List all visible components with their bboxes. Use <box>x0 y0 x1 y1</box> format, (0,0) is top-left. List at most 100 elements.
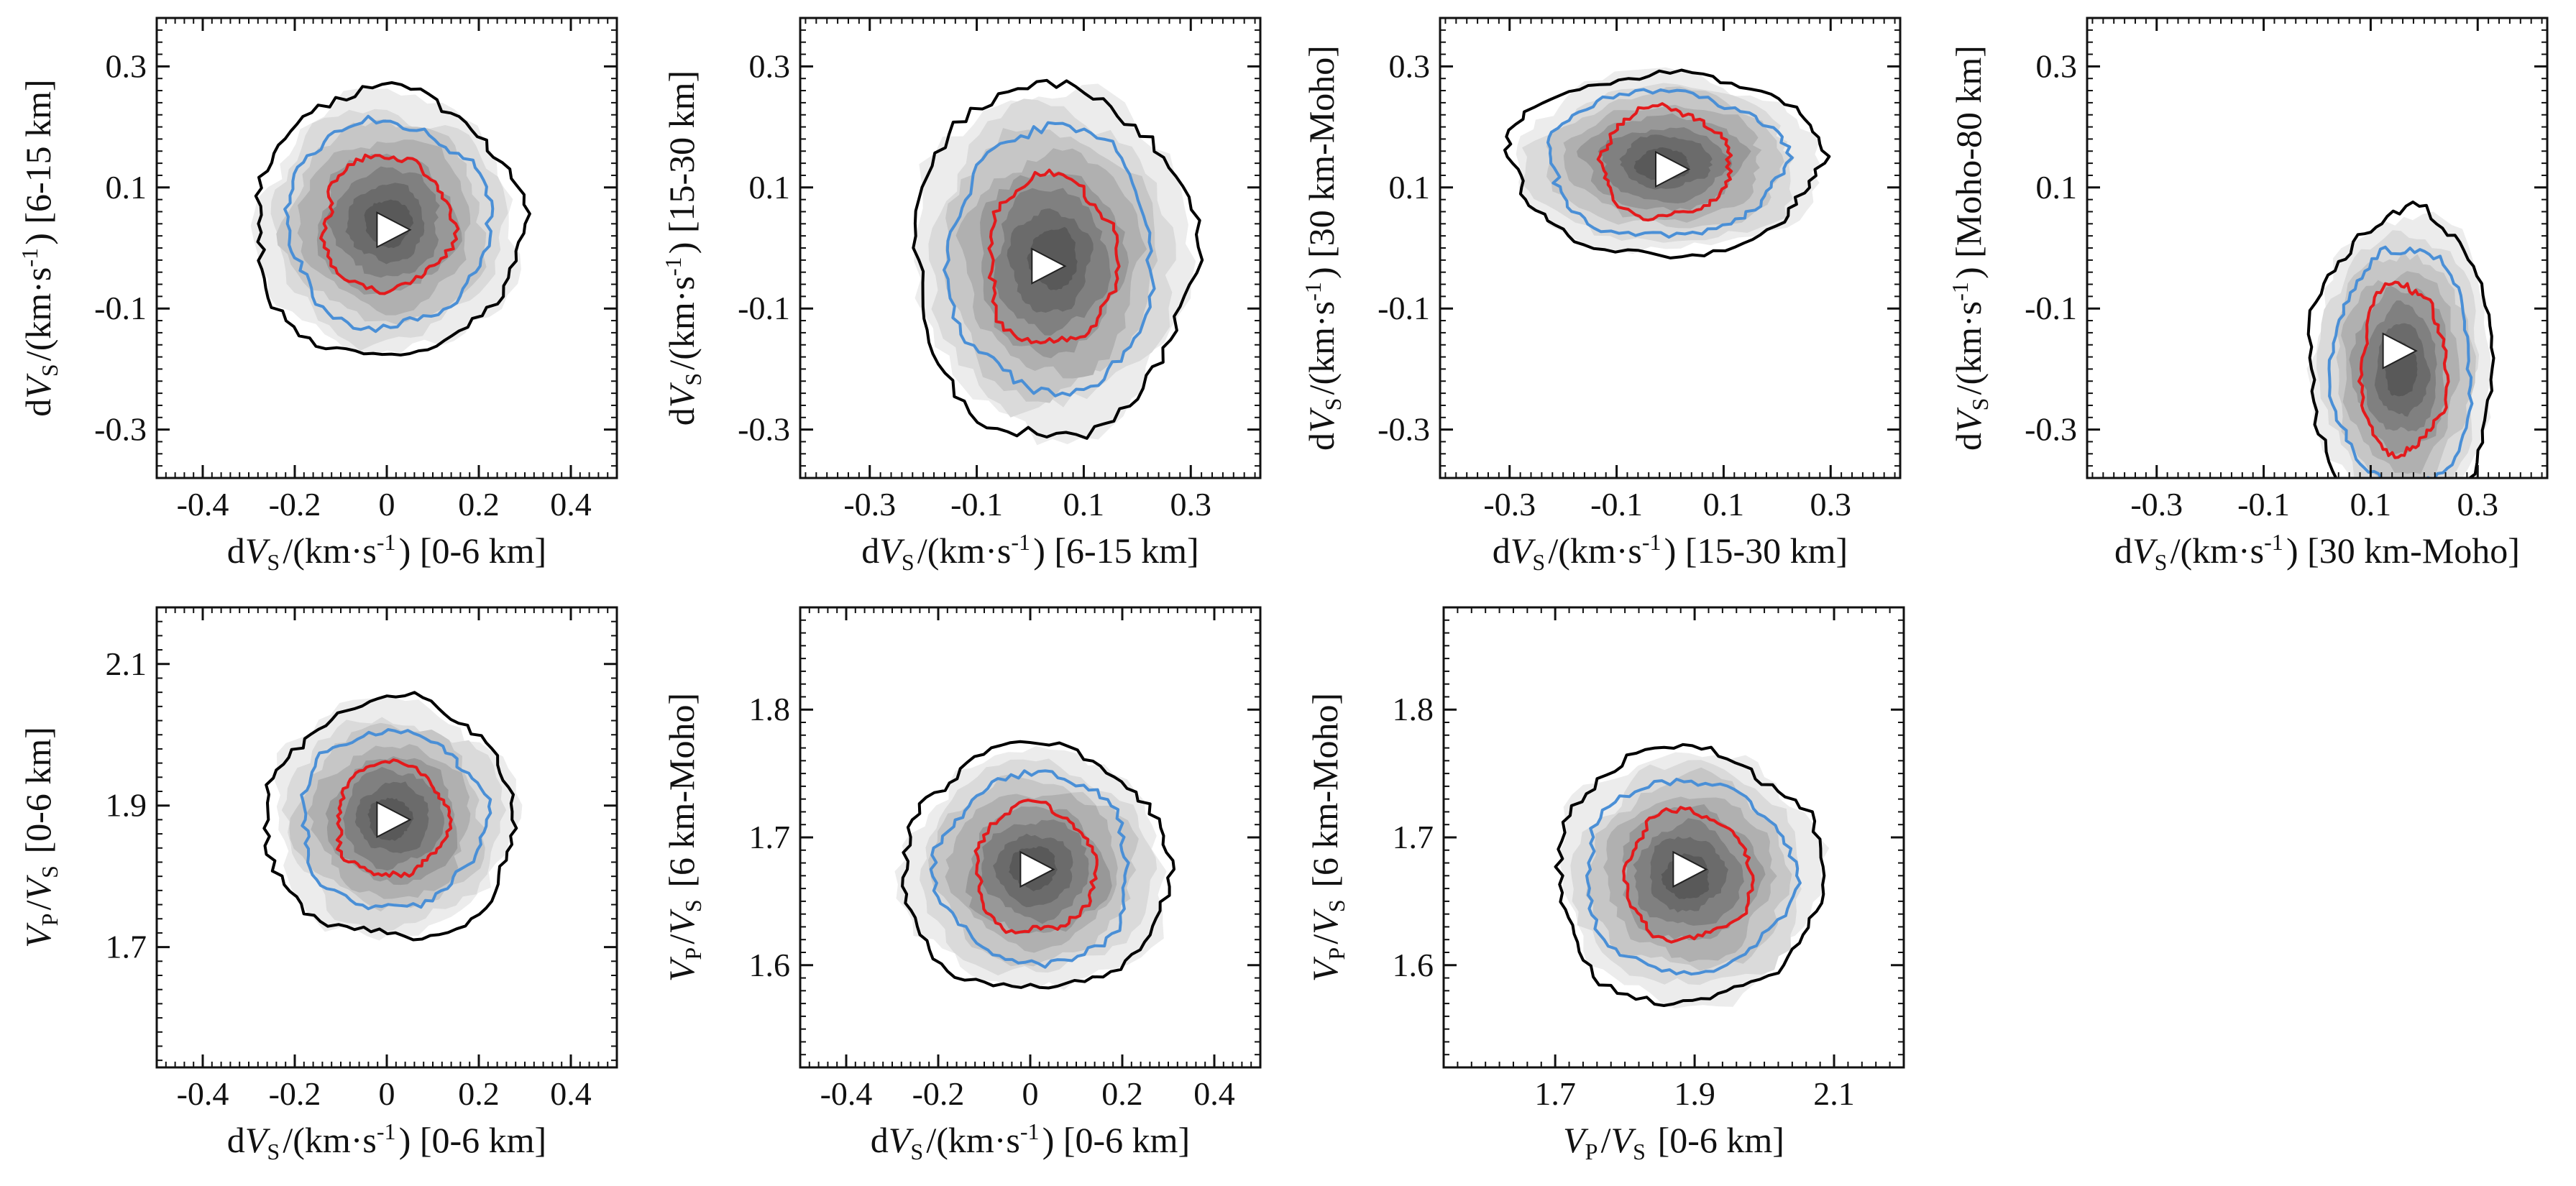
reference-marker <box>2382 332 2418 369</box>
x-tick-label: -0.3 <box>843 486 896 523</box>
y-tick-label: 1.7 <box>106 929 147 965</box>
x-tick-label: -0.4 <box>177 486 229 523</box>
x-tick-label: 0.1 <box>2350 486 2392 523</box>
y-tick-label: 2.1 <box>106 645 147 682</box>
y-tick-label: 0.1 <box>2036 169 2078 206</box>
y-tick-label: 0.1 <box>1389 169 1431 206</box>
middle-contour <box>943 121 1156 397</box>
x-tick-label: 0.3 <box>2457 486 2499 523</box>
reference-marker <box>1031 247 1067 285</box>
y-tick-label: -0.3 <box>94 411 147 448</box>
panel-d: -0.3 -0.1 0.1 0.3 0.3 0.1 -0.1 -0.3 dVS /(km·s-1… <box>1947 17 2549 575</box>
reference-marker <box>376 211 412 249</box>
y-tick-label: 1.7 <box>1393 819 1434 855</box>
y-axis-label: VP /VS [6 km-Moho] <box>661 693 706 982</box>
x-tick-label: 0 <box>379 1075 395 1112</box>
x-axis-label: VP /VS [0-6 km] <box>1563 1120 1784 1164</box>
y-tick-label: 0.3 <box>2036 47 2078 84</box>
outer-contour <box>2306 201 2495 478</box>
y-tick-label: 1.9 <box>106 787 147 824</box>
y-tick-label: -0.1 <box>2025 290 2077 326</box>
y-axis-label: dVS /(km·s-1 ) [6-15 km] <box>17 79 63 416</box>
y-tick-label: 1.6 <box>1393 947 1434 983</box>
x-axis-label: dVS /(km·s-1 ) [0-6 km] <box>227 1118 546 1164</box>
y-axis-label: VP /VS [0-6 km] <box>18 727 63 948</box>
x-tick-label: -0.1 <box>1590 486 1643 523</box>
x-axis-label: dVS /(km·s-1 ) [15-30 km] <box>1493 529 1848 575</box>
x-tick-label: 0.1 <box>1703 486 1745 523</box>
y-tick-label: -0.3 <box>738 411 790 448</box>
y-tick-label: 0.3 <box>1389 47 1431 84</box>
y-tick-label: -0.3 <box>2025 411 2077 448</box>
x-tick-label: 0.2 <box>458 486 500 523</box>
x-tick-label: 1.7 <box>1534 1075 1576 1112</box>
y-tick-label: -0.1 <box>94 290 147 326</box>
plot-area <box>1554 743 1830 1009</box>
middle-contour <box>1546 88 1794 239</box>
reference-marker <box>1655 150 1691 188</box>
x-tick-label: -0.1 <box>2237 486 2290 523</box>
x-tick-label: 0.4 <box>1193 1075 1235 1112</box>
outer-contour <box>262 691 518 942</box>
panel-g: 1.7 1.9 2.1 1.8 1.7 1.6 VP /VS [0-6 km] VP /VS … <box>1305 606 1905 1164</box>
inner-contour <box>987 168 1121 345</box>
middle-contour <box>2327 245 2474 478</box>
plot-area <box>2306 201 2495 478</box>
y-axis-label: VP /VS [6 km-Moho] <box>1305 693 1349 982</box>
panel-b: -0.3 -0.1 0.1 0.3 0.3 0.1 -0.1 -0.3 dVS /(km·s-1… <box>660 17 1262 575</box>
x-tick-label: 0 <box>1022 1075 1039 1112</box>
x-axis-label: dVS /(km·s-1 ) [6-15 km] <box>861 529 1198 575</box>
outer-contour <box>912 78 1204 440</box>
x-tick-label: 0 <box>379 486 395 523</box>
x-tick-label: -0.4 <box>177 1075 229 1112</box>
x-tick-label: 0.2 <box>1101 1075 1143 1112</box>
x-tick-label: 0.3 <box>1810 486 1852 523</box>
y-axis-label: dVS /(km·s-1 ) [30 km-Moho] <box>1300 45 1346 451</box>
x-tick-label: -0.2 <box>269 486 321 523</box>
y-tick-label: 1.7 <box>749 819 791 855</box>
x-tick-label: 0.1 <box>1063 486 1105 523</box>
x-tick-label: -0.1 <box>950 486 1003 523</box>
outer-contour <box>1503 68 1831 259</box>
x-axis-label: dVS /(km·s-1 ) [0-6 km] <box>871 1118 1190 1164</box>
y-tick-label: 0.3 <box>106 47 147 84</box>
reference-marker <box>1019 850 1055 888</box>
middle-contour <box>300 728 492 911</box>
panel-e: -0.4 -0.2 0 0.2 0.4 2.1 1.9 1.7 dVS /(km·s-1 ) [… <box>18 606 618 1164</box>
panel-f: -0.4 -0.2 0 0.2 0.4 1.8 1.7 1.6 dVS /(km·s-1 ) [… <box>661 606 1262 1164</box>
y-tick-label: -0.1 <box>1378 290 1430 326</box>
outer-contour <box>901 740 1175 990</box>
x-tick-label: 2.1 <box>1813 1075 1855 1112</box>
panel-a: -0.4 -0.2 0 0.2 0.4 0.3 0.1 -0.1 -0.3 dVS /(km·s-… <box>17 17 618 575</box>
x-tick-label: 0.4 <box>550 486 592 523</box>
inner-contour <box>319 153 460 295</box>
x-tick-label: -0.4 <box>820 1075 873 1112</box>
outer-contour <box>1554 743 1826 1007</box>
x-axis-label: dVS /(km·s-1 ) [30 km-Moho] <box>2114 529 2520 575</box>
reference-marker <box>376 801 412 839</box>
x-tick-label: -0.2 <box>269 1075 321 1112</box>
x-tick-label: -0.3 <box>1483 486 1536 523</box>
x-tick-label: 0.2 <box>458 1075 500 1112</box>
y-tick-label: 0.1 <box>106 169 147 206</box>
inner-contour <box>973 799 1099 934</box>
y-tick-label: 0.1 <box>749 169 791 206</box>
middle-contour <box>929 769 1130 969</box>
x-tick-label: -0.2 <box>912 1075 965 1112</box>
inner-contour <box>2357 280 2450 459</box>
reference-marker <box>1672 850 1708 888</box>
middle-contour <box>283 114 495 334</box>
y-tick-label: 0.3 <box>749 47 791 84</box>
y-tick-label: 1.8 <box>1393 691 1434 727</box>
x-axis-label: dVS /(km·s-1 ) [0-6 km] <box>227 529 546 575</box>
y-tick-label: 1.8 <box>749 691 791 727</box>
inner-contour <box>335 758 453 878</box>
y-tick-label: 1.6 <box>749 947 791 983</box>
x-tick-label: 0.4 <box>550 1075 592 1112</box>
panel-c: -0.3 -0.1 0.1 0.3 0.3 0.1 -0.1 -0.3 dVS /(km·s-1… <box>1300 17 1902 575</box>
middle-contour <box>1585 778 1802 976</box>
x-tick-label: 1.9 <box>1674 1075 1715 1112</box>
y-tick-label: -0.1 <box>738 290 790 326</box>
x-tick-label: -0.3 <box>2130 486 2183 523</box>
